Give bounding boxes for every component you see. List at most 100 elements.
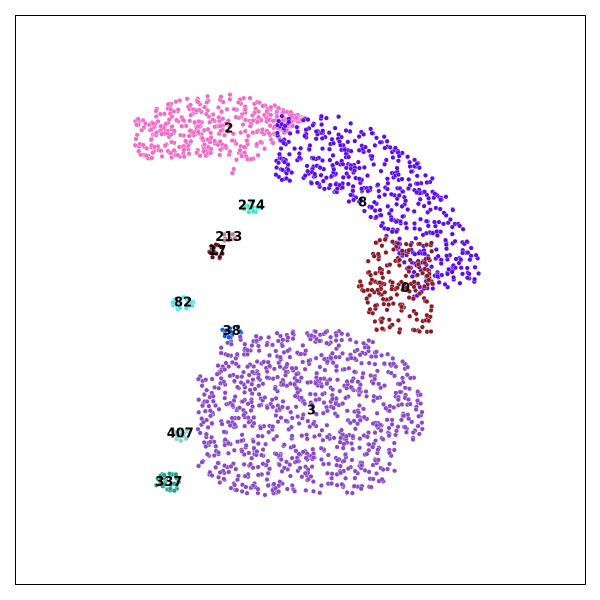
point-cluster-2 bbox=[229, 138, 235, 143]
point-cluster-8 bbox=[460, 226, 466, 232]
point-cluster-337 bbox=[167, 486, 173, 492]
point-cluster-0 bbox=[427, 314, 433, 320]
point-cluster-8 bbox=[277, 151, 282, 157]
point-cluster-3 bbox=[346, 365, 352, 371]
point-cluster-8 bbox=[473, 252, 479, 258]
point-cluster-3 bbox=[372, 361, 378, 367]
point-cluster-8 bbox=[285, 167, 291, 173]
point-cluster-3 bbox=[250, 377, 256, 383]
point-cluster-3 bbox=[389, 417, 395, 423]
point-cluster-3 bbox=[280, 398, 286, 404]
point-cluster-3 bbox=[405, 364, 411, 370]
point-cluster-2 bbox=[159, 153, 165, 159]
point-cluster-3 bbox=[235, 477, 240, 483]
point-cluster-3 bbox=[258, 425, 264, 431]
point-cluster-3 bbox=[203, 431, 209, 437]
point-cluster-2 bbox=[139, 127, 145, 133]
point-cluster-3 bbox=[252, 386, 258, 392]
point-cluster-3 bbox=[344, 408, 350, 414]
point-cluster-8 bbox=[369, 153, 375, 159]
point-cluster-3 bbox=[275, 338, 281, 344]
point-cluster-8 bbox=[352, 138, 358, 144]
point-cluster-8 bbox=[425, 223, 431, 229]
point-cluster-0 bbox=[407, 313, 413, 319]
point-cluster-337 bbox=[171, 488, 177, 494]
point-cluster-3 bbox=[373, 349, 379, 355]
point-cluster-2 bbox=[290, 123, 296, 129]
point-cluster-8 bbox=[361, 131, 367, 137]
point-cluster-3 bbox=[300, 342, 306, 348]
point-cluster-2 bbox=[181, 147, 187, 153]
point-cluster-38 bbox=[237, 328, 243, 334]
point-cluster-3 bbox=[300, 449, 306, 455]
point-cluster-3 bbox=[303, 348, 309, 354]
point-cluster-8 bbox=[296, 151, 302, 157]
point-cluster-3 bbox=[278, 415, 284, 421]
point-cluster-3 bbox=[209, 473, 215, 478]
point-cluster-3 bbox=[265, 470, 271, 476]
point-cluster-3 bbox=[228, 463, 234, 469]
point-cluster-3 bbox=[376, 381, 382, 387]
point-cluster-0 bbox=[424, 299, 430, 305]
point-cluster-2 bbox=[208, 150, 214, 156]
point-cluster-337 bbox=[162, 481, 168, 487]
point-cluster-8 bbox=[464, 239, 470, 245]
point-cluster-3 bbox=[235, 439, 240, 445]
point-cluster-8 bbox=[334, 186, 340, 192]
point-cluster-3 bbox=[249, 381, 255, 387]
point-cluster-0 bbox=[419, 324, 425, 330]
point-cluster-8 bbox=[377, 207, 383, 213]
point-cluster-3 bbox=[366, 442, 372, 447]
point-cluster-8 bbox=[460, 271, 465, 277]
point-cluster-2 bbox=[208, 130, 214, 136]
point-cluster-2 bbox=[230, 131, 236, 137]
point-cluster-8 bbox=[371, 162, 377, 167]
point-cluster-8 bbox=[468, 245, 474, 251]
point-cluster-3 bbox=[243, 484, 249, 490]
point-cluster-3 bbox=[238, 380, 244, 385]
point-cluster-3 bbox=[234, 351, 240, 357]
point-cluster-8 bbox=[298, 145, 304, 151]
point-cluster-8 bbox=[412, 157, 418, 163]
point-cluster-0 bbox=[429, 281, 435, 287]
point-cluster-3 bbox=[281, 465, 287, 471]
point-cluster-3 bbox=[285, 405, 291, 411]
point-cluster-8 bbox=[433, 205, 439, 211]
plot-frame bbox=[15, 15, 586, 585]
point-cluster-8 bbox=[444, 246, 449, 252]
point-cluster-3 bbox=[199, 459, 205, 465]
points-layer bbox=[132, 92, 482, 498]
point-cluster-213 bbox=[232, 236, 238, 241]
point-cluster-3 bbox=[209, 434, 215, 440]
point-cluster-2 bbox=[250, 130, 256, 136]
point-cluster-3 bbox=[302, 401, 308, 407]
point-cluster-3 bbox=[259, 433, 265, 439]
point-cluster-8 bbox=[430, 286, 436, 291]
point-cluster-2 bbox=[240, 122, 246, 128]
point-cluster-8 bbox=[457, 280, 463, 286]
point-cluster-8 bbox=[305, 117, 311, 123]
point-cluster-3 bbox=[418, 401, 424, 406]
point-cluster-3 bbox=[330, 387, 336, 392]
point-cluster-3 bbox=[255, 472, 261, 478]
point-cluster-2 bbox=[192, 119, 198, 125]
point-cluster-0 bbox=[414, 317, 420, 323]
point-cluster-3 bbox=[218, 375, 224, 381]
point-cluster-2 bbox=[224, 106, 230, 112]
point-cluster-3 bbox=[333, 368, 339, 374]
point-cluster-3 bbox=[307, 391, 313, 397]
point-cluster-3 bbox=[225, 340, 231, 346]
point-cluster-3 bbox=[368, 484, 374, 490]
point-cluster-3 bbox=[370, 421, 376, 427]
point-cluster-8 bbox=[295, 129, 301, 135]
point-cluster-0 bbox=[379, 319, 384, 325]
point-cluster-2 bbox=[135, 116, 141, 122]
point-cluster-3 bbox=[318, 445, 324, 451]
point-cluster-8 bbox=[449, 269, 455, 275]
point-cluster-3 bbox=[280, 382, 286, 388]
point-cluster-0 bbox=[379, 243, 385, 249]
point-cluster-3 bbox=[343, 395, 349, 401]
point-cluster-3 bbox=[200, 403, 205, 409]
point-cluster-8 bbox=[416, 165, 422, 171]
